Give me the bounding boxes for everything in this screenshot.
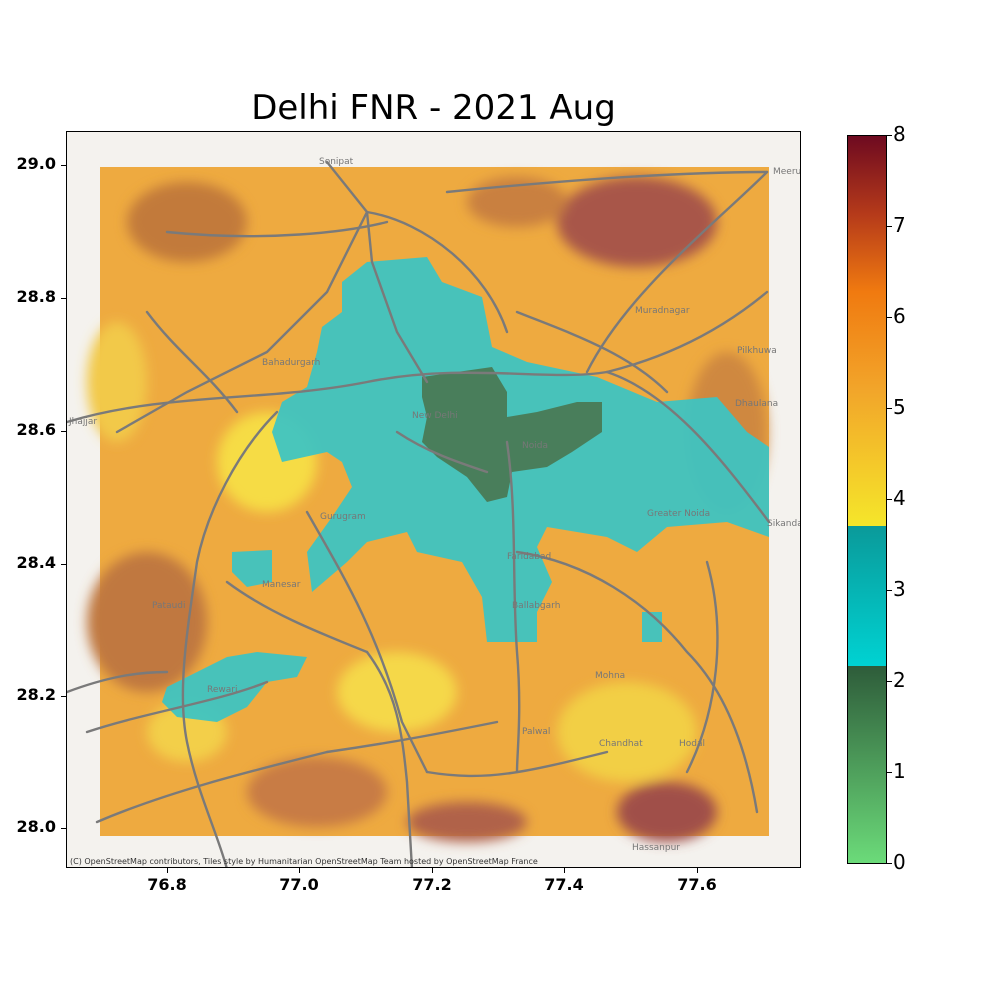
colorbar-tick-label: 0 [893, 850, 906, 874]
x-tick-mark [697, 868, 698, 873]
place-label: Jhajjar [68, 417, 97, 427]
place-label: Ballabgarh [512, 601, 560, 611]
x-tick-label: 76.8 [147, 875, 187, 894]
x-tick-label: 77.0 [279, 875, 319, 894]
y-tick-label: 28.6 [16, 420, 56, 439]
y-tick-label: 28.2 [16, 685, 56, 704]
colorbar-gradient [848, 136, 886, 863]
place-label: Pilkhuwa [737, 346, 777, 356]
colorbar-tick-label: 8 [893, 122, 906, 146]
place-label: Pataudi [152, 601, 186, 611]
colorbar-tick-label: 7 [893, 213, 906, 237]
colorbar-high-segment [848, 136, 886, 526]
y-tick-mark [61, 431, 66, 432]
colorbar-tick-mark [887, 681, 892, 682]
colorbar-tick-mark [887, 772, 892, 773]
place-label: Mohna [595, 671, 625, 681]
place-label: Hodal [679, 739, 705, 749]
place-label: Palwal [522, 727, 550, 737]
x-tick-label: 77.4 [544, 875, 584, 894]
colorbar-tick-mark [887, 226, 892, 227]
colorbar-tick-label: 5 [893, 395, 906, 419]
place-labels: Sonipat Meerut New Delhi Noida Gurugram … [68, 157, 801, 853]
colorbar-mid-segment [848, 526, 886, 666]
y-tick-label: 28.0 [16, 817, 56, 836]
colorbar-tick-label: 2 [893, 668, 906, 692]
place-label: Sikandarabad [767, 519, 801, 529]
place-label: Meerut [773, 167, 801, 177]
y-tick-mark [61, 298, 66, 299]
x-tick-label: 77.6 [677, 875, 717, 894]
colorbar-tick-mark [887, 408, 892, 409]
colorbar-low-segment [848, 666, 886, 863]
place-label: Noida [522, 441, 548, 451]
colorbar-tick-mark [887, 135, 892, 136]
x-tick-mark [564, 868, 565, 873]
colorbar-tick-mark [887, 499, 892, 500]
place-label: Bahadurgarh [262, 358, 320, 368]
place-label: Muradnagar [635, 306, 690, 316]
map-panel[interactable]: Sonipat Meerut New Delhi Noida Gurugram … [66, 131, 801, 868]
y-tick-mark [61, 564, 66, 565]
colorbar-tick-label: 6 [893, 304, 906, 328]
y-tick-mark [61, 828, 66, 829]
y-tick-label: 28.4 [16, 553, 56, 572]
map-attribution: (C) OpenStreetMap contributors, Tiles st… [70, 857, 538, 866]
place-label: Hassanpur [632, 843, 680, 853]
map-canvas: Sonipat Meerut New Delhi Noida Gurugram … [67, 132, 801, 867]
place-label: Greater Noida [647, 509, 710, 519]
place-label: Sonipat [319, 157, 354, 167]
y-tick-mark [61, 696, 66, 697]
colorbar-tick-label: 1 [893, 759, 906, 783]
colorbar [847, 135, 887, 864]
road-network [67, 160, 771, 867]
x-tick-mark [432, 868, 433, 873]
x-tick-label: 77.2 [412, 875, 452, 894]
x-tick-mark [167, 868, 168, 873]
colorbar-tick-mark [887, 590, 892, 591]
place-label: Faridabad [507, 552, 551, 562]
colorbar-tick-mark [887, 863, 892, 864]
place-label: Dhaulana [735, 399, 778, 409]
place-label: Rewari [207, 685, 237, 695]
y-tick-label: 29.0 [16, 154, 56, 173]
place-label: Chandhat [599, 739, 643, 749]
colorbar-tick-label: 3 [893, 577, 906, 601]
map-title: Delhi FNR - 2021 Aug [251, 88, 616, 128]
colorbar-tick-label: 4 [893, 486, 906, 510]
place-label: New Delhi [412, 411, 458, 421]
y-tick-mark [61, 165, 66, 166]
y-tick-label: 28.8 [16, 287, 56, 306]
x-tick-mark [299, 868, 300, 873]
place-label: Gurugram [320, 512, 366, 522]
colorbar-tick-mark [887, 317, 892, 318]
place-label: Manesar [262, 580, 301, 590]
